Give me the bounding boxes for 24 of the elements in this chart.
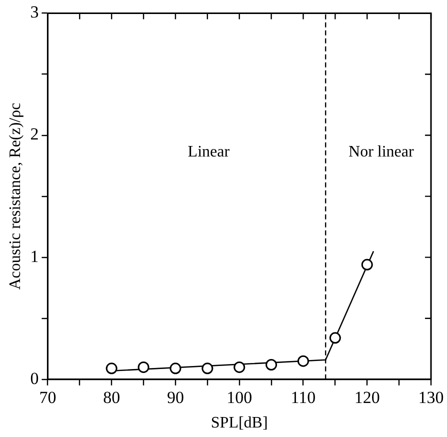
y-tick-label: 3 (30, 2, 39, 22)
point (266, 359, 278, 370)
y-tick-label: 2 (30, 124, 39, 144)
x-tick-label: 120 (354, 388, 380, 408)
point (170, 362, 182, 374)
point (329, 332, 341, 344)
x-tick-label: 100 (226, 388, 252, 408)
x-tick-label: 80 (103, 388, 120, 408)
point (361, 258, 373, 270)
point (106, 362, 118, 374)
x-tick-label: 70 (39, 388, 56, 408)
point (234, 361, 246, 373)
y-axis-title: Acoustic resistance, Re(z)/ρc (6, 102, 24, 290)
x-axis-title: SPL[dB] (210, 414, 268, 432)
x-tick-label: 90 (166, 388, 184, 408)
y-tick-label: 1 (30, 246, 39, 266)
point (202, 362, 214, 374)
annotation: Nor linear (348, 144, 414, 161)
x-tick-label: 110 (290, 388, 316, 408)
annotation: Linear (188, 144, 230, 161)
x-tick-label: 130 (418, 388, 444, 408)
y-tick-label: 0 (30, 368, 39, 388)
point (138, 361, 150, 373)
point (297, 355, 309, 367)
